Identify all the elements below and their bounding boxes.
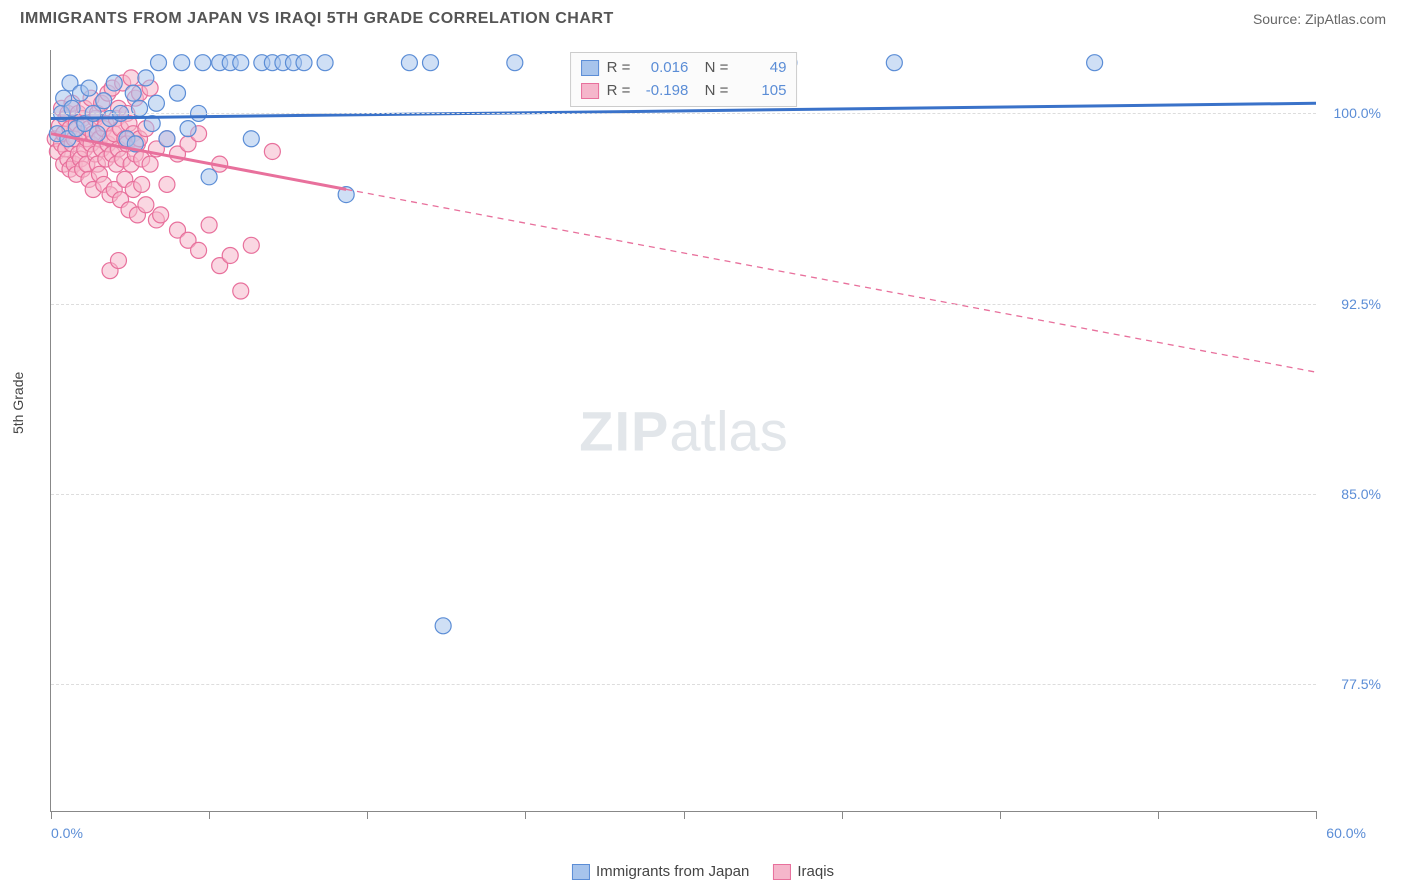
scatter-point: [134, 176, 150, 192]
chart-header: IMMIGRANTS FROM JAPAN VS IRAQI 5TH GRADE…: [0, 0, 1406, 36]
scatter-point: [170, 85, 186, 101]
y-tick-label: 85.0%: [1341, 486, 1381, 502]
plot-area: ZIPatlas R =0.016 N =49R =-0.198 N =105 …: [50, 50, 1316, 812]
y-tick-label: 92.5%: [1341, 296, 1381, 312]
scatter-point: [435, 618, 451, 634]
series-legend-item: Immigrants from Japan: [572, 863, 749, 880]
scatter-point: [317, 55, 333, 71]
scatter-point: [401, 55, 417, 71]
correlation-legend: R = 0.016 N = 49 R = -0.198 N = 105: [570, 52, 798, 107]
scatter-point: [264, 143, 280, 159]
source-attribution: Source: ZipAtlas.com: [1253, 11, 1386, 27]
legend-r-value: 0.016: [638, 57, 688, 80]
scatter-point: [195, 55, 211, 71]
gridline: [51, 684, 1316, 685]
legend-row: R = 0.016 N = 49: [581, 57, 787, 80]
legend-swatch: [581, 60, 599, 76]
scatter-point: [138, 70, 154, 86]
x-axis-min-label: 0.0%: [51, 825, 83, 841]
scatter-point: [233, 283, 249, 299]
scatter-point: [125, 85, 141, 101]
legend-r-value: -0.198: [638, 80, 688, 103]
scatter-point: [201, 169, 217, 185]
x-axis-max-label: 60.0%: [1326, 825, 1366, 841]
scatter-point: [423, 55, 439, 71]
scatter-point: [507, 55, 523, 71]
scatter-point: [110, 253, 126, 269]
scatter-point: [233, 55, 249, 71]
scatter-point: [89, 126, 105, 142]
x-tick: [367, 811, 368, 819]
gridline: [51, 304, 1316, 305]
source-link[interactable]: ZipAtlas.com: [1305, 11, 1386, 27]
plot-svg: [51, 50, 1316, 811]
y-tick-label: 100.0%: [1334, 105, 1381, 121]
legend-swatch: [773, 864, 791, 880]
gridline: [51, 494, 1316, 495]
scatter-point: [159, 131, 175, 147]
scatter-point: [243, 131, 259, 147]
legend-swatch: [572, 864, 590, 880]
x-tick: [1000, 811, 1001, 819]
scatter-point: [148, 95, 164, 111]
legend-n-label: N =: [696, 57, 728, 80]
scatter-point: [153, 207, 169, 223]
x-tick: [684, 811, 685, 819]
gridline: [51, 113, 1316, 114]
legend-n-value: 49: [736, 57, 786, 80]
x-tick: [51, 811, 52, 819]
scatter-point: [1087, 55, 1103, 71]
series-legend-item: Iraqis: [773, 863, 834, 880]
scatter-point: [222, 247, 238, 263]
x-tick: [1158, 811, 1159, 819]
series-legend-label: Immigrants from Japan: [596, 863, 749, 880]
scatter-point: [106, 75, 122, 91]
scatter-point: [886, 55, 902, 71]
y-tick-label: 77.5%: [1341, 676, 1381, 692]
chart-title: IMMIGRANTS FROM JAPAN VS IRAQI 5TH GRADE…: [20, 10, 614, 28]
y-axis-title: 5th Grade: [10, 372, 26, 434]
x-tick: [842, 811, 843, 819]
x-tick: [209, 811, 210, 819]
scatter-point: [138, 197, 154, 213]
scatter-point: [191, 242, 207, 258]
scatter-point: [151, 55, 167, 71]
legend-r-label: R =: [607, 80, 631, 103]
scatter-point: [296, 55, 312, 71]
legend-swatch: [581, 83, 599, 99]
scatter-point: [201, 217, 217, 233]
series-legend: Immigrants from Japan Iraqis: [572, 863, 834, 880]
legend-r-label: R =: [607, 57, 631, 80]
scatter-point: [96, 93, 112, 109]
legend-n-label: N =: [696, 80, 728, 103]
source-prefix: Source:: [1253, 11, 1305, 27]
x-tick: [525, 811, 526, 819]
scatter-point: [159, 176, 175, 192]
scatter-point: [174, 55, 190, 71]
chart-container: ZIPatlas R =0.016 N =49R =-0.198 N =105 …: [50, 50, 1386, 842]
scatter-point: [123, 70, 139, 86]
scatter-point: [243, 237, 259, 253]
legend-row: R = -0.198 N = 105: [581, 80, 787, 103]
legend-n-value: 105: [736, 80, 786, 103]
regression-line-dashed: [346, 189, 1316, 372]
scatter-point: [81, 80, 97, 96]
scatter-point: [180, 121, 196, 137]
series-legend-label: Iraqis: [797, 863, 834, 880]
x-tick: [1316, 811, 1317, 819]
scatter-point: [142, 156, 158, 172]
